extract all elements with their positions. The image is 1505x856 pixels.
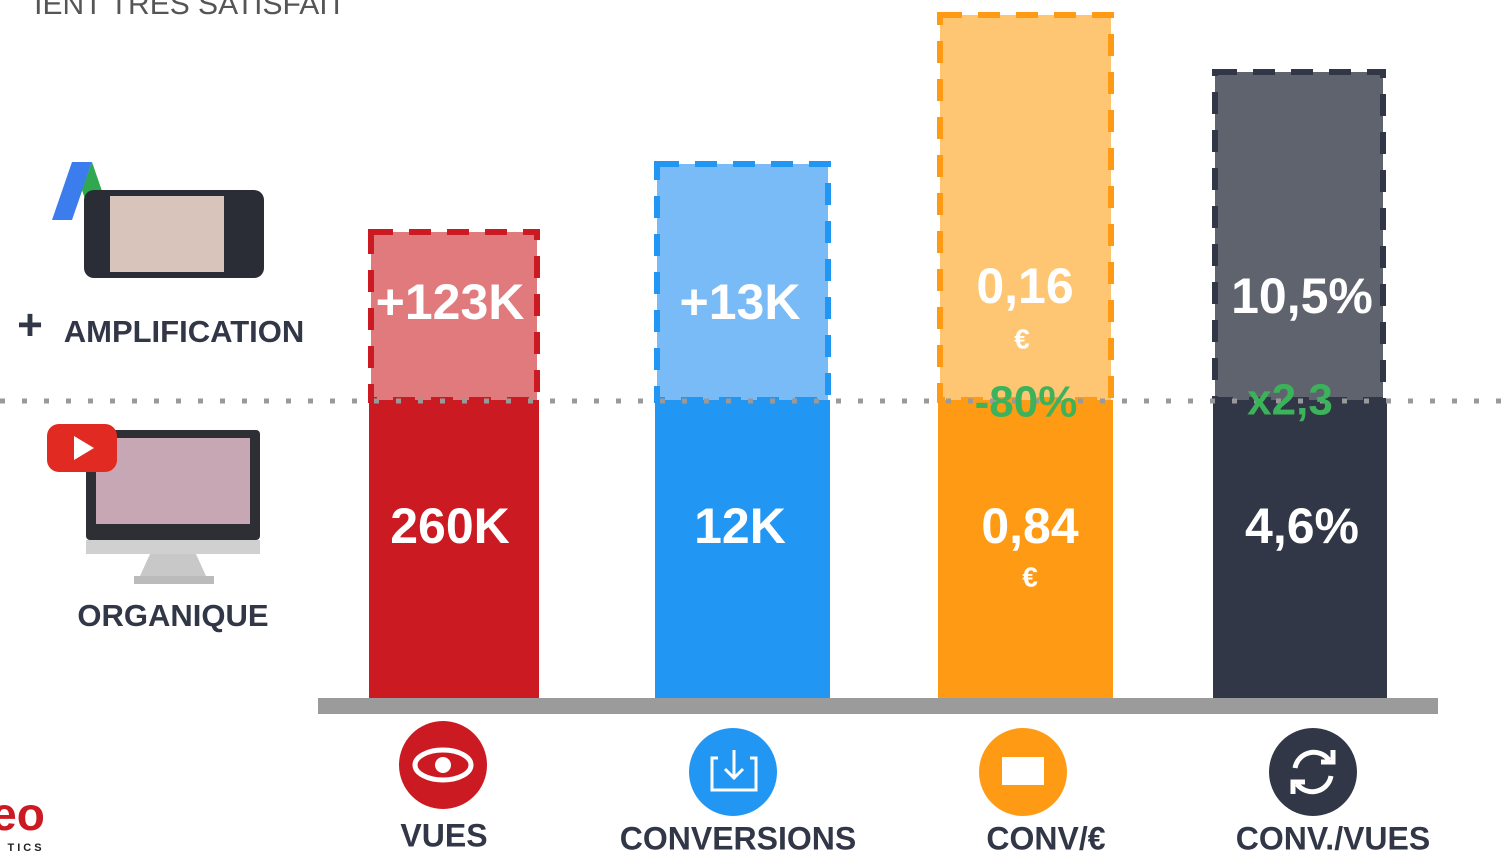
baseline xyxy=(318,698,1438,714)
organic-value: 260K xyxy=(390,498,510,554)
amplification-unit: € xyxy=(1014,323,1030,354)
column-label: CONV/€ xyxy=(986,820,1105,856)
amplification-value: 10,5% xyxy=(1231,268,1373,324)
organic-value: 4,6% xyxy=(1245,498,1359,554)
amplification-value: +123K xyxy=(376,274,525,330)
amplification-value: +13K xyxy=(680,274,801,330)
organic-label: ORGANIQUE xyxy=(77,598,268,633)
organic-value: 12K xyxy=(694,498,786,554)
monitor-base xyxy=(134,576,214,584)
change: -80% xyxy=(975,378,1078,427)
organic-unit: € xyxy=(1022,561,1038,592)
phone-screen xyxy=(110,196,224,272)
amplification-legend: + AMPLIFICATION xyxy=(17,162,304,350)
monitor-chin xyxy=(86,540,260,554)
column-label: CONV./VUES xyxy=(1236,820,1430,856)
icon-eye-pupil xyxy=(435,757,451,773)
logo-text: eo xyxy=(0,788,45,840)
icon-screen-shape xyxy=(1002,757,1044,785)
monitor-screen xyxy=(96,438,250,524)
organic-value: 0,84 xyxy=(981,498,1079,554)
slide-title: IENT TRES SATISFAIT xyxy=(34,0,346,21)
logo-subtext: TICS xyxy=(7,842,44,854)
plus: + xyxy=(17,301,43,350)
amplification-label: AMPLIFICATION xyxy=(64,314,305,349)
column-label: VUES xyxy=(400,817,487,853)
amplification-bar xyxy=(1215,72,1383,400)
bars xyxy=(369,15,1387,698)
column-label: CONVERSIONS xyxy=(620,820,856,856)
amplification-value: 0,16 xyxy=(976,258,1073,314)
organic-legend: ORGANIQUE xyxy=(47,424,269,633)
monitor-stand xyxy=(140,554,206,576)
icon-refresh xyxy=(1269,728,1357,816)
slide: IENT TRES SATISFAIT +123K 260K +13K 12K … xyxy=(0,0,1505,856)
change: x2,3 xyxy=(1247,376,1333,425)
